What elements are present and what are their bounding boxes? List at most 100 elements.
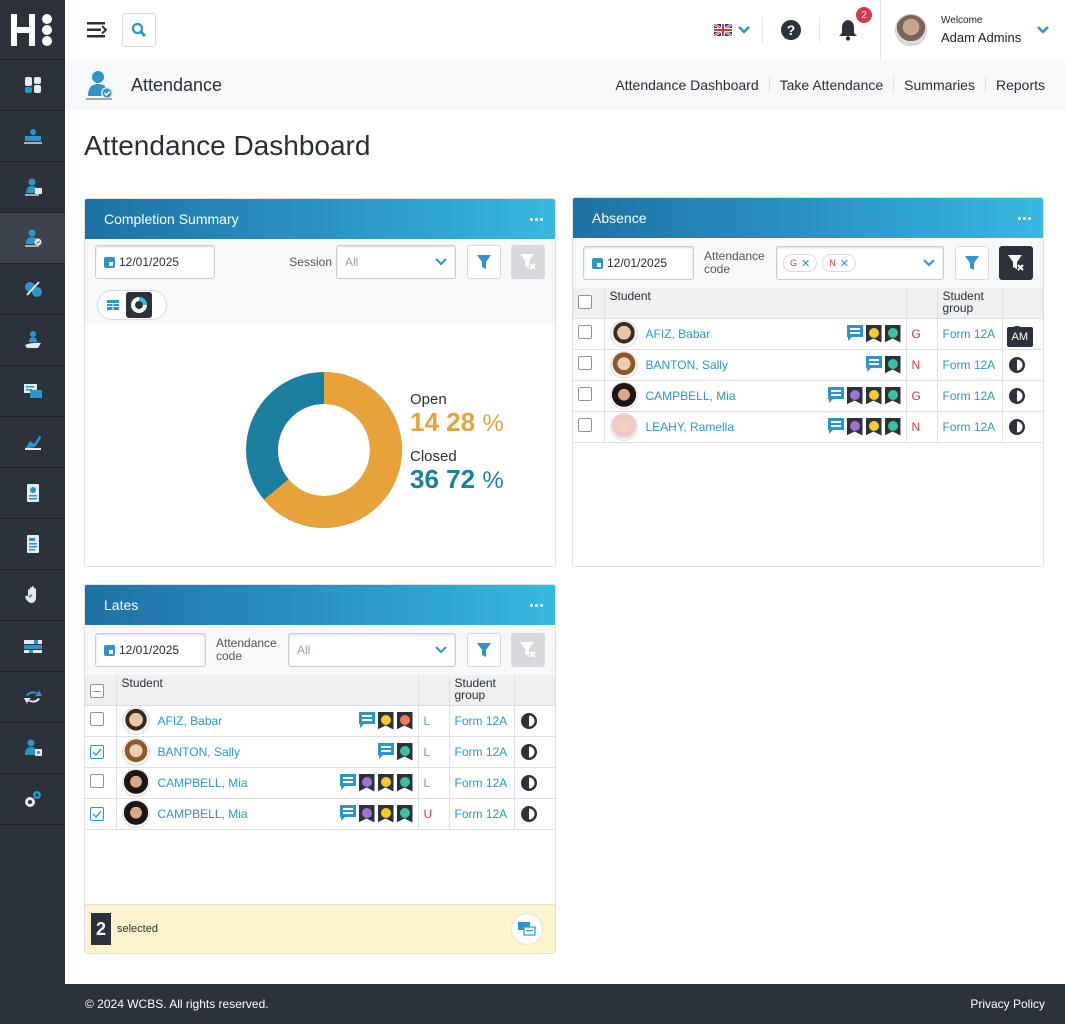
sidebar-item-messages[interactable] xyxy=(0,366,65,417)
panel-menu-button[interactable] xyxy=(530,603,543,607)
sidebar-item-timetable[interactable] xyxy=(0,621,65,672)
chevron-down-icon xyxy=(738,26,750,34)
attendance-code-select[interactable]: G ✕ N ✕ xyxy=(776,246,944,280)
comment-icon[interactable] xyxy=(827,418,844,435)
sidebar-item-admissions[interactable] xyxy=(0,162,65,213)
full-day-session-icon[interactable] xyxy=(520,805,538,823)
session-label: Session xyxy=(289,254,332,269)
notifications-button[interactable]: 2 xyxy=(820,5,880,41)
attendance-code: L xyxy=(418,767,450,799)
column-header-student: Student xyxy=(604,288,907,319)
table-row: LEAHY, Ramella N Form 12A xyxy=(573,411,1043,443)
nav-attendance-dashboard[interactable]: Attendance Dashboard xyxy=(615,77,759,93)
student-group-link[interactable]: Form 12A xyxy=(454,713,508,728)
panel-menu-button[interactable] xyxy=(530,217,543,221)
student-group-link[interactable]: Form 12A xyxy=(454,806,508,821)
comment-icon[interactable] xyxy=(827,387,844,404)
student-name-link[interactable]: CAMPBELL, Mia xyxy=(157,806,248,821)
date-input[interactable]: 12/01/2025 xyxy=(95,245,215,279)
half-day-session-icon[interactable] xyxy=(1008,418,1026,436)
table-view-button[interactable] xyxy=(100,292,126,318)
student-group-link[interactable]: Form 12A xyxy=(942,326,996,341)
student-name-link[interactable]: CAMPBELL, Mia xyxy=(645,388,736,403)
logo[interactable] xyxy=(0,0,65,60)
row-checkbox[interactable] xyxy=(90,774,104,788)
date-input[interactable]: 12/01/2025 xyxy=(95,633,206,667)
row-checkbox[interactable] xyxy=(90,744,104,759)
select-all-checkbox[interactable] xyxy=(578,294,592,309)
search-button[interactable] xyxy=(122,13,156,47)
apply-filter-button[interactable] xyxy=(467,245,501,279)
sidebar-item-percent[interactable] xyxy=(0,264,65,315)
nav-take-attendance[interactable]: Take Attendance xyxy=(768,77,894,93)
flag-green-icon xyxy=(884,324,901,343)
privacy-policy-link[interactable]: Privacy Policy xyxy=(970,997,1045,1011)
remove-chip-icon[interactable]: ✕ xyxy=(801,257,811,270)
comment-icon[interactable] xyxy=(339,774,356,791)
clear-filter-button[interactable] xyxy=(511,245,545,279)
comment-icon[interactable] xyxy=(846,325,863,342)
student-name-link[interactable]: CAMPBELL, Mia xyxy=(157,775,248,790)
row-checkbox[interactable] xyxy=(578,356,592,370)
flag-yellow-icon xyxy=(865,324,882,343)
sidebar-item-settings[interactable] xyxy=(0,774,65,825)
table-row: BANTON, Sally L Form 12A xyxy=(85,736,555,768)
apply-filter-button[interactable] xyxy=(955,246,989,280)
nav-summaries[interactable]: Summaries xyxy=(893,77,985,93)
help-button[interactable]: ? xyxy=(763,20,819,40)
student-group-link[interactable]: Form 12A xyxy=(942,419,996,434)
panel-menu-button[interactable] xyxy=(1018,216,1031,220)
user-menu[interactable]: Welcome Adam Admins xyxy=(880,0,1065,60)
sidebar-item-attendance[interactable] xyxy=(0,213,65,264)
language-selector[interactable] xyxy=(702,24,762,36)
apply-filter-button[interactable] xyxy=(467,633,501,667)
sidebar-item-sync[interactable] xyxy=(0,672,65,723)
half-day-session-icon[interactable] xyxy=(1008,387,1026,405)
clear-filter-button[interactable] xyxy=(511,633,545,667)
half-day-session-icon[interactable] xyxy=(520,774,538,792)
half-day-session-icon[interactable] xyxy=(520,712,538,730)
svg-text:?: ? xyxy=(787,22,796,38)
chart-view-button[interactable] xyxy=(126,292,152,318)
nav-reports[interactable]: Reports xyxy=(984,77,1045,93)
student-group-link[interactable]: Form 12A xyxy=(454,744,508,759)
half-day-session-icon[interactable] xyxy=(520,743,538,761)
session-select[interactable]: All xyxy=(336,245,456,279)
timetable-icon xyxy=(23,640,42,653)
row-checkbox[interactable] xyxy=(90,712,104,726)
comment-icon[interactable] xyxy=(377,743,394,760)
comment-icon[interactable] xyxy=(339,805,356,822)
select-all-checkbox[interactable] xyxy=(90,684,104,698)
sidebar-item-classroom[interactable] xyxy=(0,111,65,162)
sidebar-item-staff[interactable] xyxy=(0,723,65,774)
date-input[interactable]: 12/01/2025 xyxy=(583,246,694,280)
comment-icon[interactable] xyxy=(358,712,375,729)
absence-filters: 12/01/2025 Attendance code G ✕ N ✕ xyxy=(573,238,1043,288)
attendance-code-select[interactable]: All xyxy=(288,633,456,667)
row-checkbox[interactable] xyxy=(90,806,104,821)
sidebar-item-dashboard[interactable] xyxy=(0,60,65,111)
row-checkbox[interactable] xyxy=(578,418,592,432)
sidebar-item-assessment[interactable] xyxy=(0,417,65,468)
half-day-session-icon[interactable] xyxy=(1008,356,1026,374)
row-checkbox[interactable] xyxy=(578,325,592,339)
student-name-link[interactable]: BANTON, Sally xyxy=(157,744,240,759)
attendance-code: G xyxy=(906,380,938,412)
comment-icon[interactable] xyxy=(865,356,882,373)
clear-filter-button[interactable] xyxy=(999,246,1033,280)
sidebar-item-report-card[interactable] xyxy=(0,468,65,519)
student-name-link[interactable]: LEAHY, Ramella xyxy=(645,419,735,434)
student-group-link[interactable]: Form 12A xyxy=(454,775,508,790)
sidebar-item-behaviour[interactable] xyxy=(0,570,65,621)
student-name-link[interactable]: BANTON, Sally xyxy=(645,357,728,372)
sidebar-item-documents[interactable] xyxy=(0,519,65,570)
student-group-link[interactable]: Form 12A xyxy=(942,357,996,372)
student-name-link[interactable]: AFIZ, Babar xyxy=(157,713,223,728)
sidebar-item-pastoral[interactable] xyxy=(0,315,65,366)
student-name-link[interactable]: AFIZ, Babar xyxy=(645,326,711,341)
remove-chip-icon[interactable]: ✕ xyxy=(839,257,849,270)
row-checkbox[interactable] xyxy=(578,387,592,401)
send-message-button[interactable] xyxy=(511,913,543,945)
menu-toggle-button[interactable] xyxy=(85,18,109,42)
student-group-link[interactable]: Form 12A xyxy=(942,388,996,403)
